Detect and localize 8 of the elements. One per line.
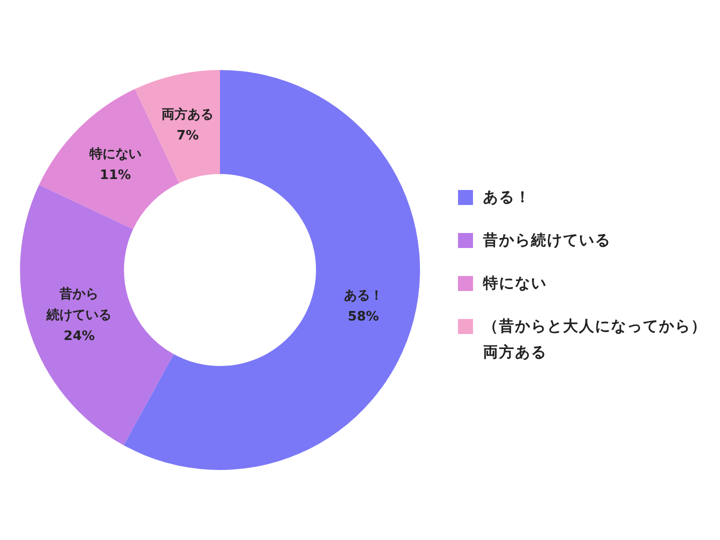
legend-label: ある！ — [483, 187, 531, 208]
data-label: 特にない 11% — [88, 147, 142, 184]
legend-label: （昔からと大人になってから）両方ある — [483, 316, 708, 363]
legend-label: 昔から続けている — [483, 230, 611, 251]
data-label: 昔から続けている 24% — [46, 286, 112, 344]
legend-label: 特にない — [483, 273, 547, 294]
data-label: 両方ある 7% — [162, 106, 214, 144]
data-label: ある！ 58% — [344, 288, 383, 325]
